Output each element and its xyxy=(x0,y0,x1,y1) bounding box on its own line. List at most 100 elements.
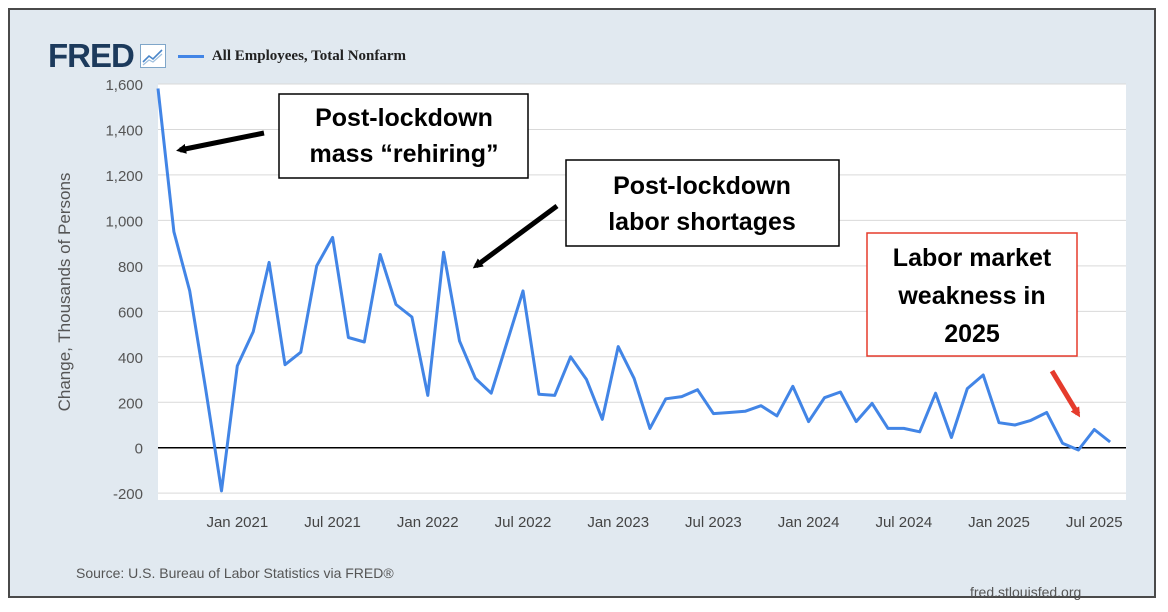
data-point[interactable] xyxy=(1091,427,1097,433)
data-point[interactable] xyxy=(790,383,796,389)
data-point[interactable] xyxy=(552,392,558,398)
data-point[interactable] xyxy=(837,389,843,395)
source-note: Source: U.S. Bureau of Labor Statistics … xyxy=(76,565,394,581)
data-point[interactable] xyxy=(504,339,510,345)
data-point[interactable] xyxy=(393,302,399,308)
data-point[interactable] xyxy=(806,419,812,425)
data-point[interactable] xyxy=(599,416,605,422)
data-point[interactable] xyxy=(203,386,209,392)
data-point[interactable] xyxy=(1075,447,1081,453)
data-point[interactable] xyxy=(219,488,225,494)
x-tick-label: Jul 2025 xyxy=(1066,514,1123,531)
data-point[interactable] xyxy=(425,392,431,398)
annotation-box xyxy=(866,232,1078,357)
data-point[interactable] xyxy=(726,410,732,416)
data-point[interactable] xyxy=(822,395,828,401)
data-point[interactable] xyxy=(345,335,351,341)
data-point[interactable] xyxy=(488,390,494,396)
data-point[interactable] xyxy=(1060,440,1066,446)
data-point[interactable] xyxy=(250,329,256,335)
data-point[interactable] xyxy=(948,435,954,441)
data-point[interactable] xyxy=(853,419,859,425)
data-point[interactable] xyxy=(885,425,891,431)
y-tick-label: 800 xyxy=(118,259,143,276)
data-point[interactable] xyxy=(710,411,716,417)
annotation-text: Post-lockdown xyxy=(315,104,493,132)
data-point[interactable] xyxy=(171,229,177,235)
data-point[interactable] xyxy=(742,408,748,414)
data-point[interactable] xyxy=(377,252,383,258)
data-point[interactable] xyxy=(695,387,701,393)
annotation-text: weakness in xyxy=(897,282,1045,310)
legend-label: All Employees, Total Nonfarm xyxy=(211,47,407,64)
fred-logo[interactable]: FRED xyxy=(48,37,135,74)
x-tick-label: Jan 2023 xyxy=(587,514,649,531)
x-tick-label: Jan 2022 xyxy=(397,514,459,531)
y-tick-label: 400 xyxy=(118,350,143,367)
annotation-rehiring: Post-lockdown mass “rehiring” xyxy=(176,93,529,179)
data-point[interactable] xyxy=(663,396,669,402)
grid-lines xyxy=(158,83,1126,494)
data-point[interactable] xyxy=(282,362,288,368)
data-point[interactable] xyxy=(631,375,637,381)
x-tick-label: Jul 2022 xyxy=(495,514,552,531)
data-point[interactable] xyxy=(520,288,526,294)
data-point[interactable] xyxy=(298,349,304,355)
y-tick-label: 1,600 xyxy=(105,77,143,94)
data-point[interactable] xyxy=(441,249,447,255)
y-tick-label: 1,400 xyxy=(105,122,143,139)
data-point[interactable] xyxy=(266,259,272,265)
chart-header: FRED All Employees, Total Nonfarm xyxy=(48,36,406,76)
data-point[interactable] xyxy=(933,390,939,396)
annotation-text: labor shortages xyxy=(608,208,796,236)
y-tick-label: 1,000 xyxy=(105,213,143,230)
data-point[interactable] xyxy=(917,429,923,435)
y-tick-label: 200 xyxy=(118,395,143,412)
site-url[interactable]: fred.stlouisfed.org xyxy=(970,584,1082,600)
data-point[interactable] xyxy=(330,234,336,240)
y-tick-label: -200 xyxy=(113,486,143,503)
data-point[interactable] xyxy=(615,344,621,350)
data-point[interactable] xyxy=(187,288,193,294)
data-point[interactable] xyxy=(472,375,478,381)
x-tick-label: Jan 2021 xyxy=(206,514,268,531)
annotation-text: 2025 xyxy=(944,320,1000,348)
y-axis-label: Change, Thousands of Persons xyxy=(55,173,74,412)
annotation-box xyxy=(278,93,529,179)
y-tick-label: 1,200 xyxy=(105,168,143,185)
line-chart-icon xyxy=(139,44,166,68)
data-point[interactable] xyxy=(409,314,415,320)
data-point[interactable] xyxy=(1107,439,1113,445)
annotation-arrow xyxy=(472,203,559,269)
data-point[interactable] xyxy=(647,425,653,431)
data-point[interactable] xyxy=(1028,417,1034,423)
x-axis-ticks: Jan 2021 Jul 2021 Jan 2022 Jul 2022 Jan 2023… xyxy=(206,514,1122,531)
x-tick-label: Jul 2023 xyxy=(685,514,742,531)
data-point[interactable] xyxy=(536,391,542,397)
data-point[interactable] xyxy=(584,377,590,383)
data-point[interactable] xyxy=(568,354,574,360)
data-point[interactable] xyxy=(155,86,161,92)
data-point[interactable] xyxy=(457,338,463,344)
data-point[interactable] xyxy=(314,263,320,269)
annotation-weakness-2025: Labor market weakness in 2025 xyxy=(866,232,1081,418)
data-point[interactable] xyxy=(758,403,764,409)
annotation-box xyxy=(565,159,840,247)
data-point[interactable] xyxy=(234,363,240,369)
data-point[interactable] xyxy=(869,400,875,406)
data-point[interactable] xyxy=(774,413,780,419)
x-tick-label: Jan 2025 xyxy=(968,514,1030,531)
data-point[interactable] xyxy=(964,386,970,392)
data-point[interactable] xyxy=(980,372,986,378)
annotation-text: Post-lockdown xyxy=(613,172,791,200)
series-line xyxy=(156,88,1112,493)
data-point[interactable] xyxy=(679,394,685,400)
data-point[interactable] xyxy=(901,425,907,431)
annotation-labor-shortages: Post-lockdown labor shortages xyxy=(472,159,840,269)
data-point[interactable] xyxy=(1012,422,1018,428)
data-point[interactable] xyxy=(361,339,367,345)
data-point[interactable] xyxy=(1044,410,1050,416)
legend-swatch xyxy=(177,54,204,58)
data-point[interactable] xyxy=(996,420,1002,426)
